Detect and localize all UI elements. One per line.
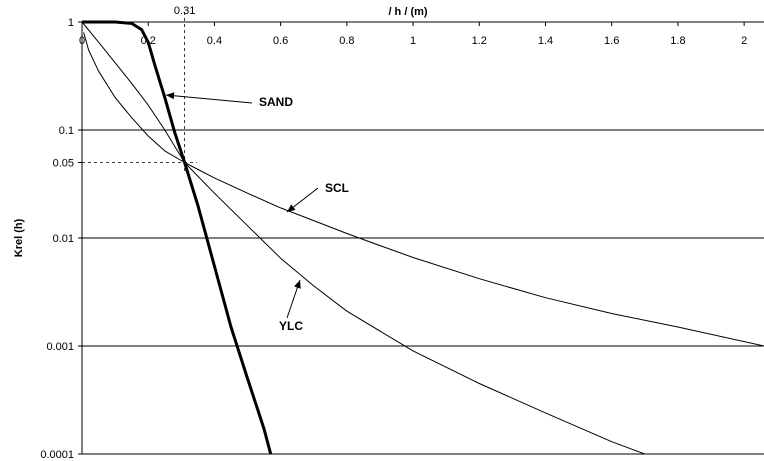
y-tick-label: 0.0001 [40, 449, 74, 461]
series-sand-line [82, 20, 273, 455]
reference-x-label: 0.31 [174, 5, 195, 17]
annotation-label-scl: SCL [325, 181, 349, 195]
annotation-label-sand: SAND [259, 95, 293, 109]
y-axis-title: Krel (h) [13, 218, 25, 257]
y-tick-label: 0.001 [46, 341, 74, 353]
y-tick-label: 1 [68, 17, 74, 29]
y-tick-label: 0.1 [59, 125, 74, 137]
annotations: SAND SCL YLC [165, 92, 349, 333]
reference-lines [82, 12, 197, 173]
x-tick-label: 0.4 [207, 35, 222, 47]
annotation-arrowhead [287, 204, 296, 212]
x-tick-label: 1 [410, 35, 416, 47]
series-scl-line [83, 32, 764, 347]
x-axis-title: / h / (m) [388, 6, 427, 18]
series-layer [81, 20, 764, 455]
y-tick-label: 0.01 [53, 233, 74, 245]
x-tick-label: 1.6 [604, 35, 619, 47]
annotation-arrow-sand [165, 94, 253, 104]
grid-layer [82, 129, 764, 347]
x-tick-label: 1.4 [538, 35, 553, 47]
series-ylc-line [81, 21, 645, 455]
annotation-arrowhead [294, 280, 301, 289]
y-tick-label: 0.05 [53, 158, 74, 170]
x-tick-label: 0.6 [273, 35, 288, 47]
x-tick-label: 2 [741, 35, 747, 47]
axes: 0 0.2 0.4 0.6 0.8 1 1.2 1.4 1.6 1.8 210.10.050.010… [40, 17, 764, 461]
x-tick-label: 1.8 [670, 35, 685, 47]
x-tick-label: 1.2 [472, 35, 487, 47]
annotation-label-ylc: YLC [279, 319, 303, 333]
annotation-arrowhead [166, 92, 175, 100]
x-tick-label: 0 [79, 35, 85, 47]
x-tick-label: 0.8 [339, 35, 354, 47]
